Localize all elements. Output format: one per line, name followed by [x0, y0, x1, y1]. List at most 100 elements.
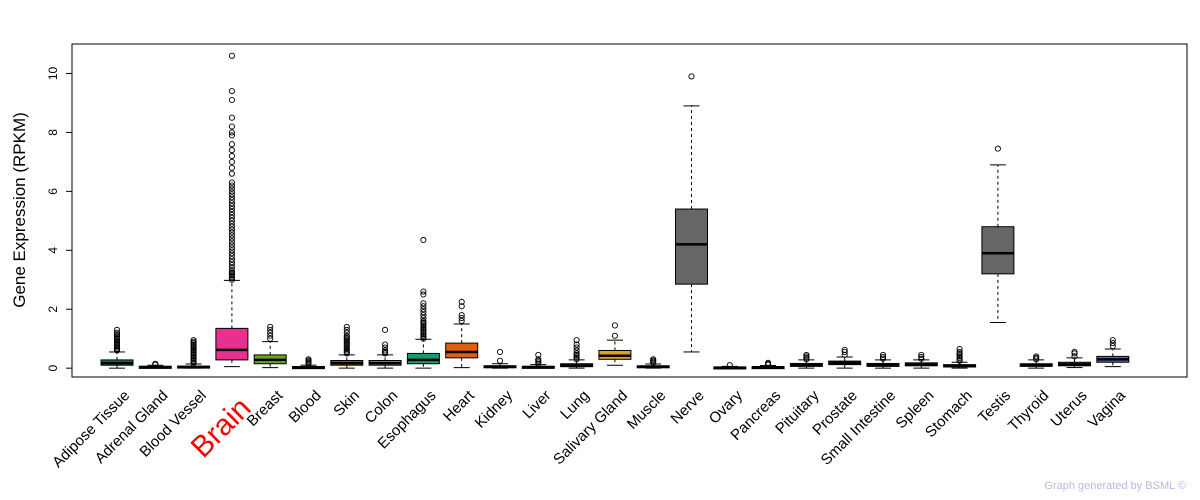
outlier-point [305, 356, 312, 363]
outlier-point [420, 303, 427, 310]
outlier-point [228, 179, 235, 186]
outlier-point [420, 317, 427, 325]
outlier-point [343, 329, 350, 336]
outlier-point [458, 312, 465, 319]
outlier-point [343, 332, 350, 339]
outlier-point [228, 226, 235, 233]
outlier-point [228, 223, 235, 230]
box-lung: Lung [557, 337, 594, 423]
box-uterus: Uterus [1047, 348, 1091, 430]
outlier-point [267, 332, 274, 339]
outlier-point [458, 298, 465, 305]
outlier-point [228, 214, 235, 221]
outlier-point [420, 312, 427, 319]
outlier-point [879, 353, 887, 361]
outlier-point [228, 194, 235, 201]
outlier-point [573, 344, 580, 351]
outlier-point [458, 315, 465, 322]
outlier-point [228, 200, 235, 207]
outlier-point [228, 217, 235, 224]
outlier-point [841, 346, 848, 353]
x-tick-label: Thyroid [1005, 387, 1052, 434]
box-testis: Testis [975, 145, 1015, 426]
box-body [981, 226, 1015, 275]
x-tick-label: Skin [330, 387, 363, 420]
outlier-point [650, 356, 657, 363]
footer-credit: Graph generated by BSML © [1044, 480, 1186, 492]
outlier-point [573, 341, 580, 348]
outlier-point [573, 347, 580, 354]
outlier-point [228, 205, 235, 213]
outlier-point [688, 73, 695, 80]
outlier-point [956, 345, 963, 353]
plot-frame [71, 43, 1188, 378]
outlier-point [228, 197, 235, 204]
outlier-point [267, 329, 274, 336]
outlier-point [1109, 340, 1116, 347]
outlier-point [152, 360, 159, 367]
outlier-point [420, 300, 427, 307]
outlier-point [228, 229, 235, 236]
outlier-point [496, 348, 504, 356]
outlier-point [228, 158, 235, 165]
outlier-point [803, 351, 810, 358]
y-tick-label: 4 [46, 247, 60, 254]
y-tick-label: 6 [46, 188, 60, 195]
y-tick-label: 10 [46, 66, 60, 80]
x-tick-label: Liver [519, 387, 554, 422]
x-tick-label: Blood [286, 387, 325, 426]
x-tick-label: Kidney [472, 387, 517, 432]
outlier-point [228, 132, 235, 139]
x-tick-label: Muscle [624, 387, 670, 433]
outlier-point [382, 347, 389, 354]
y-tick-label: 8 [46, 129, 60, 136]
outlier-point [573, 350, 580, 357]
box-salivary-gland: Salivary Gland [550, 322, 632, 468]
box-thyroid: Thyroid [1005, 353, 1053, 435]
outlier-point [228, 123, 235, 130]
outlier-point [535, 351, 542, 358]
outlier-point [228, 147, 235, 154]
outlier-point [918, 355, 925, 362]
outlier-point [228, 96, 235, 104]
x-tick-label: Uterus [1047, 387, 1090, 430]
outlier-point [382, 341, 389, 348]
outlier-point [1109, 343, 1116, 350]
outlier-point [726, 362, 733, 369]
outlier-point [1071, 348, 1078, 356]
outlier-point [228, 188, 235, 195]
outlier-point [956, 348, 963, 356]
outlier-point [228, 220, 235, 227]
outlier-point [228, 203, 235, 210]
outlier-point [267, 335, 274, 342]
outlier-point [228, 261, 235, 269]
outlier-point [267, 323, 274, 330]
outlier-point [113, 326, 121, 333]
outlier-point [343, 326, 350, 333]
outlier-point [420, 309, 427, 316]
y-tick-label: 0 [46, 365, 60, 372]
outlier-point [1071, 353, 1078, 360]
outlier-point [228, 211, 235, 218]
outlier-point [228, 238, 235, 245]
outlier-point [611, 332, 618, 339]
outlier-point [228, 264, 235, 272]
outlier-point [228, 191, 235, 198]
outlier-point [420, 291, 427, 298]
outlier-point [879, 355, 887, 362]
box-heart: Heart [440, 298, 479, 425]
outlier-point [228, 247, 235, 254]
outlier-point [611, 322, 618, 329]
outlier-point [1033, 353, 1040, 360]
box-kidney: Kidney [472, 348, 517, 432]
outlier-point [228, 241, 235, 248]
outlier-point [458, 303, 465, 310]
box-vagina: Vagina [1085, 337, 1129, 431]
outlier-point [228, 182, 235, 189]
outlier-point [496, 357, 504, 364]
outlier-point [343, 323, 350, 330]
box-body [445, 342, 479, 359]
outlier-point [420, 236, 427, 244]
